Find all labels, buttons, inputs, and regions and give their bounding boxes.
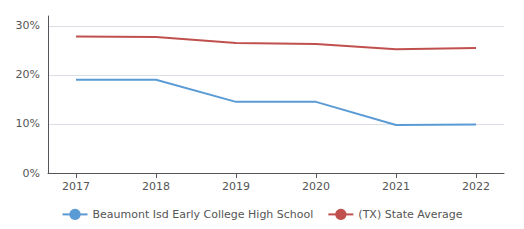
svg-text:30%: 30%: [16, 19, 40, 32]
svg-text:2019: 2019: [222, 180, 250, 193]
svg-text:Beaumont Isd Early College Hig: Beaumont Isd Early College High School: [93, 208, 314, 221]
svg-text:2021: 2021: [382, 180, 410, 193]
svg-text:2018: 2018: [142, 180, 170, 193]
svg-text:0%: 0%: [23, 167, 40, 180]
svg-text:2020: 2020: [302, 180, 330, 193]
svg-text:20%: 20%: [16, 68, 40, 81]
svg-text:2022: 2022: [462, 180, 490, 193]
svg-text:10%: 10%: [16, 117, 40, 130]
svg-text:2017: 2017: [62, 180, 90, 193]
svg-text:(TX) State Average: (TX) State Average: [358, 208, 462, 221]
